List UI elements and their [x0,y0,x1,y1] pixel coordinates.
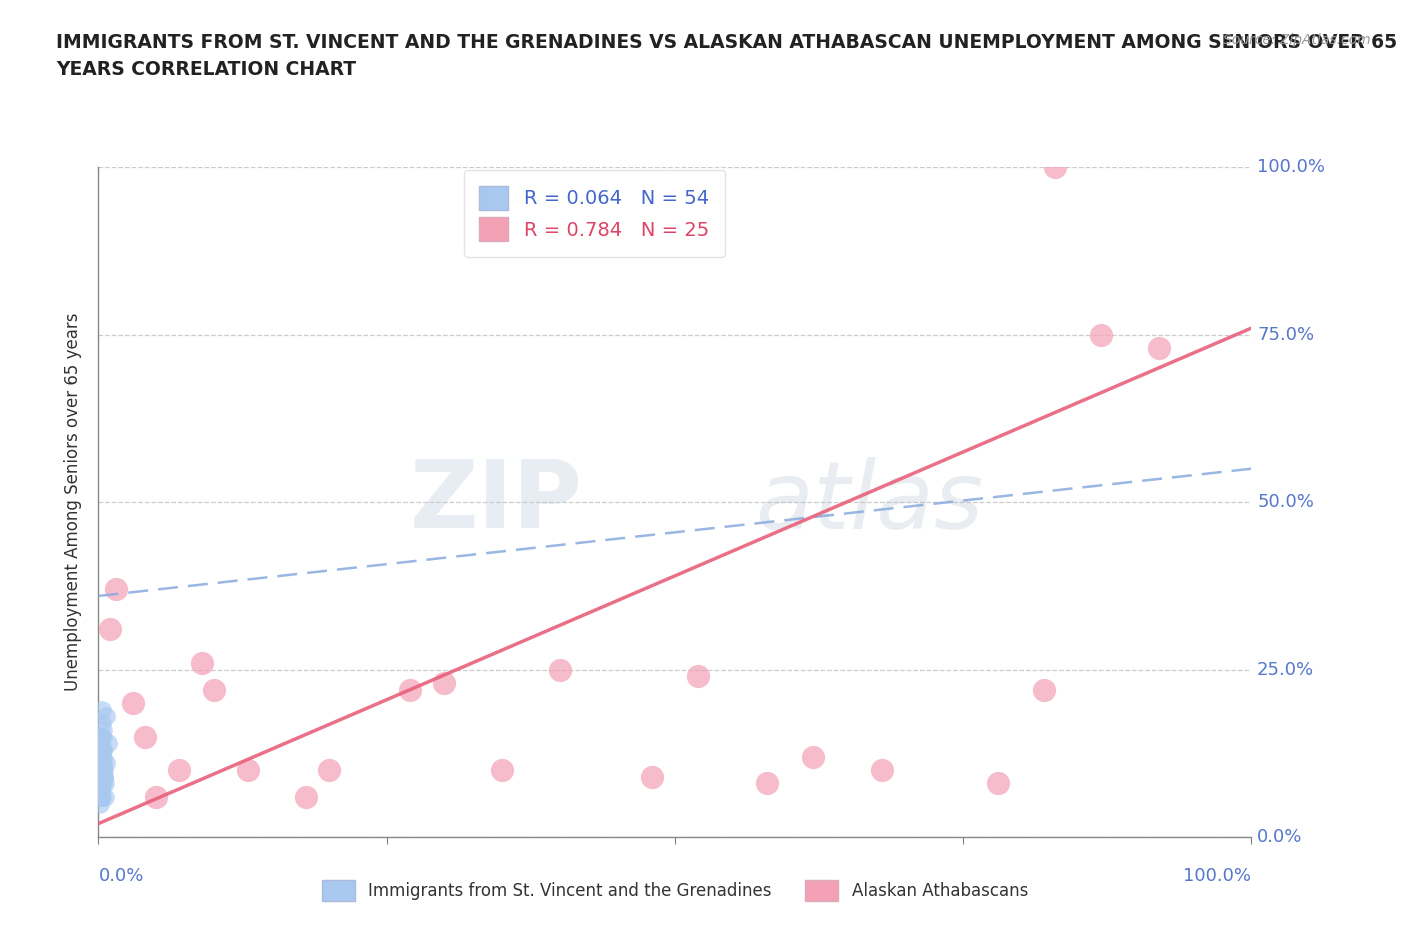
Point [295,790,318,804]
Point [801,750,824,764]
Point [89,756,111,771]
Point [91,776,114,790]
Point [90,742,112,757]
Text: 100.0%: 100.0% [1257,158,1324,177]
Point [89,763,111,777]
Point [641,769,664,784]
Text: 25.0%: 25.0% [1257,660,1315,679]
Point [93,763,115,777]
Point [90,742,112,757]
Point [91,769,114,784]
Point [104,582,127,597]
Point [90,769,112,784]
Point [90,750,112,764]
Point [93,769,115,784]
Point [987,776,1010,790]
Point [90,702,112,717]
Text: 75.0%: 75.0% [1257,326,1315,344]
Point [1032,683,1054,698]
Point [433,675,456,690]
Text: 100.0%: 100.0% [1184,867,1251,885]
Text: 50.0%: 50.0% [1257,493,1315,512]
Point [756,776,779,790]
Point [90,729,112,744]
Point [90,783,112,798]
Point [167,763,190,777]
Point [548,662,571,677]
Point [318,763,340,777]
Point [1090,327,1112,342]
Point [90,776,112,790]
Point [90,769,112,784]
Point [90,729,112,744]
Point [91,729,114,744]
Text: atlas: atlas [755,457,984,548]
Point [91,763,114,777]
Point [122,696,145,711]
Point [89,756,111,771]
Point [90,729,112,744]
Point [1147,340,1170,355]
Point [94,776,117,790]
Point [145,790,167,804]
Point [191,656,214,671]
Point [90,790,112,804]
Text: 0.0%: 0.0% [1257,828,1302,846]
Point [93,769,115,784]
Point [872,763,894,777]
Point [90,783,112,798]
Point [238,763,260,777]
Point [97,736,120,751]
Point [398,683,420,698]
Point [91,750,114,764]
Point [89,796,111,811]
Point [1045,160,1067,175]
Point [91,742,114,757]
Y-axis label: Unemployment Among Seniors over 65 years: Unemployment Among Seniors over 65 years [65,313,83,691]
Point [90,756,112,771]
Point [91,742,114,757]
Point [90,736,112,751]
Point [202,683,225,698]
Point [89,756,111,771]
Point [91,756,114,771]
Point [90,716,112,731]
Point [90,776,112,790]
Point [134,729,156,744]
Text: IMMIGRANTS FROM ST. VINCENT AND THE GRENADINES VS ALASKAN ATHABASCAN UNEMPLOYMEN: IMMIGRANTS FROM ST. VINCENT AND THE GREN… [56,33,1398,51]
Point [90,790,112,804]
Point [686,669,709,684]
Point [90,769,112,784]
Text: YEARS CORRELATION CHART: YEARS CORRELATION CHART [56,60,356,79]
Legend: Immigrants from St. Vincent and the Grenadines, Alaskan Athabascans: Immigrants from St. Vincent and the Gren… [314,872,1036,909]
Point [89,790,111,804]
Point [90,769,112,784]
Point [90,783,112,798]
Text: 0.0%: 0.0% [98,867,143,885]
Point [90,756,112,771]
Point [90,750,112,764]
Point [96,756,118,771]
Point [491,763,513,777]
Point [98,622,121,637]
Point [94,790,117,804]
Point [90,783,112,798]
Point [96,709,118,724]
Point [90,742,112,757]
Point [89,783,111,798]
Point [89,756,111,771]
Point [91,723,114,737]
Point [90,769,112,784]
Point [90,783,112,798]
Text: ZIP: ZIP [409,457,582,548]
Point [90,783,112,798]
Point [93,769,115,784]
Text: Source: ZipAtlas.com: Source: ZipAtlas.com [1223,33,1371,46]
